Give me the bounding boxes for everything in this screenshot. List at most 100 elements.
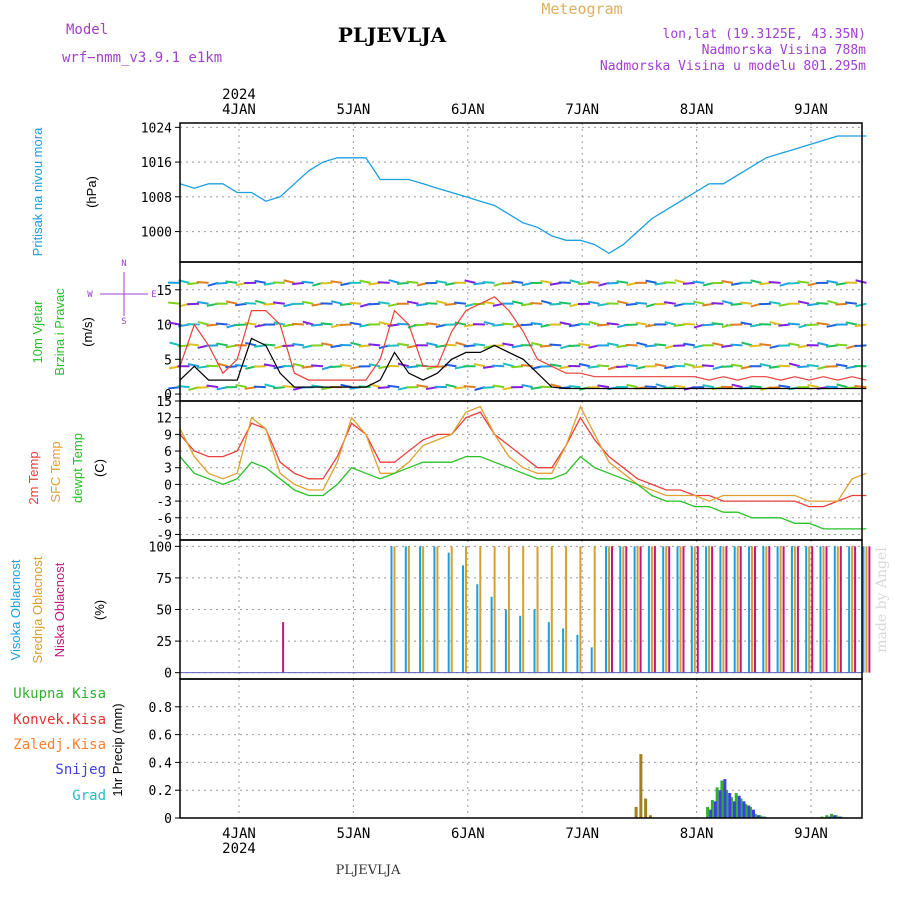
wind-arrow [253,344,266,348]
y-tick-label: -6 [156,512,172,527]
cloud-low-bar [611,546,613,673]
wind-arrow [625,363,638,368]
wind-arrow [169,341,181,347]
wind-arrow [244,301,257,305]
wind-arrow [292,342,305,347]
cloud-low-bar [282,622,285,673]
wind-arrow [741,341,753,347]
wind-arrow [854,384,867,389]
meteogram-title: Meteogram [541,0,622,18]
cloud-mid-bar [479,546,482,673]
cloud-low-bar [696,546,699,673]
wind-arrow [664,321,676,326]
wind-arrow [559,301,571,305]
wind-arrow [817,341,829,347]
wind-arrow [835,343,848,347]
wind-unit: (m/s) [80,317,95,347]
wind-arrow [473,281,486,286]
wind-label-2: Brzina i Pravac [52,288,67,376]
wind-arrow [578,342,591,347]
wind-arrow [568,344,581,348]
precip-total-bar [734,792,738,818]
y-tick-label: 1008 [141,191,172,206]
precip-total-bar [720,780,724,818]
pressure-line [179,135,867,255]
wind-arrow [645,279,657,284]
cloud-mid-bar [608,546,610,673]
wind-arrow [768,300,781,305]
cloud-low-bar [682,546,685,673]
lonlat-text: lon,lat (19.3125E, 43.35N) [663,27,867,42]
top-tick-label: 8JAN [680,102,714,118]
wind-arrow [788,362,800,368]
top-year: 2024 [222,87,256,103]
wind-arrow [492,384,505,389]
wind-arrow [197,320,209,326]
cloud-low-bar [782,546,785,673]
cloud-high-bar [419,546,422,673]
precip-snow-bar [728,792,732,818]
wind-arrow [673,344,686,347]
wind-arrow [483,320,495,326]
wind-arrow [244,321,257,326]
precip-total-bar [648,815,652,818]
wind-arrow [225,300,238,305]
cloud-high-bar [748,546,750,673]
wind-arrow [263,363,276,368]
wind-arrow [168,321,181,326]
wind-arrow [368,302,381,306]
cloud-low-bar [811,546,814,673]
precip-snow-bar [752,809,755,818]
wind-arrow [378,321,390,326]
cloud-low-bar [754,546,756,673]
legend-hail: Grad [72,788,106,804]
wind-arrow [549,302,562,306]
cloud-low-bar [768,546,771,673]
wind-arrow [426,342,438,347]
y-tick-label: 1016 [141,156,172,171]
cloud-mid-bar [722,546,725,673]
wind-arrow [320,281,333,285]
precip-total-bar [729,797,733,818]
wind-arrow [692,365,705,369]
bottom-tick-label: 8JAN [680,826,714,842]
wind-arrow [787,322,800,326]
wind-arrow [339,302,352,307]
wind-arrow [559,321,572,326]
top-tick-label: 9JAN [794,102,828,118]
wind-arrow [750,279,762,284]
precip-legend: Ukupna Kisa Konvek.Kisa Zaledj.Kisa Snij… [13,686,106,804]
precip-total-bar [710,799,714,818]
wind-arrow [502,362,514,368]
precip-unit: 1hr Precip (mm) [110,703,125,796]
y-tick-label: 75 [156,572,172,587]
wind-arrow [587,300,600,305]
precip-snow-bar [723,779,727,818]
y-tick-label: 1000 [141,226,172,241]
wind-arrow [577,322,590,326]
y-tick-label: 0.8 [149,701,172,716]
wind-arrow [282,384,295,389]
wind-arrow [854,323,867,328]
legend-convective: Konvek.Kisa [13,712,106,728]
wind-arrow [806,364,819,368]
cloud-low-bar [653,546,656,673]
wind-arrow [168,301,181,305]
wind-arrow [730,363,743,368]
cloud-low-bar [711,546,714,673]
top-tick-label: 7JAN [565,102,599,118]
wind-arrow [283,279,295,284]
wind-arrow [530,301,543,305]
wind-label-1: 10m Vjetar [30,300,45,364]
wind-arrow [234,364,247,368]
wind-arrow [272,386,285,390]
wind-arrow [291,322,304,326]
cloud-label-2: Srednja Oblacnost [30,556,45,663]
wind-arrow [368,363,381,368]
compass-s: S [121,317,126,327]
wind-arrow [568,384,581,389]
wind-arrow [835,302,848,306]
cloud-mid-bar [865,546,868,673]
wind-arrow [845,321,858,326]
cloud-low-bar [668,546,671,673]
